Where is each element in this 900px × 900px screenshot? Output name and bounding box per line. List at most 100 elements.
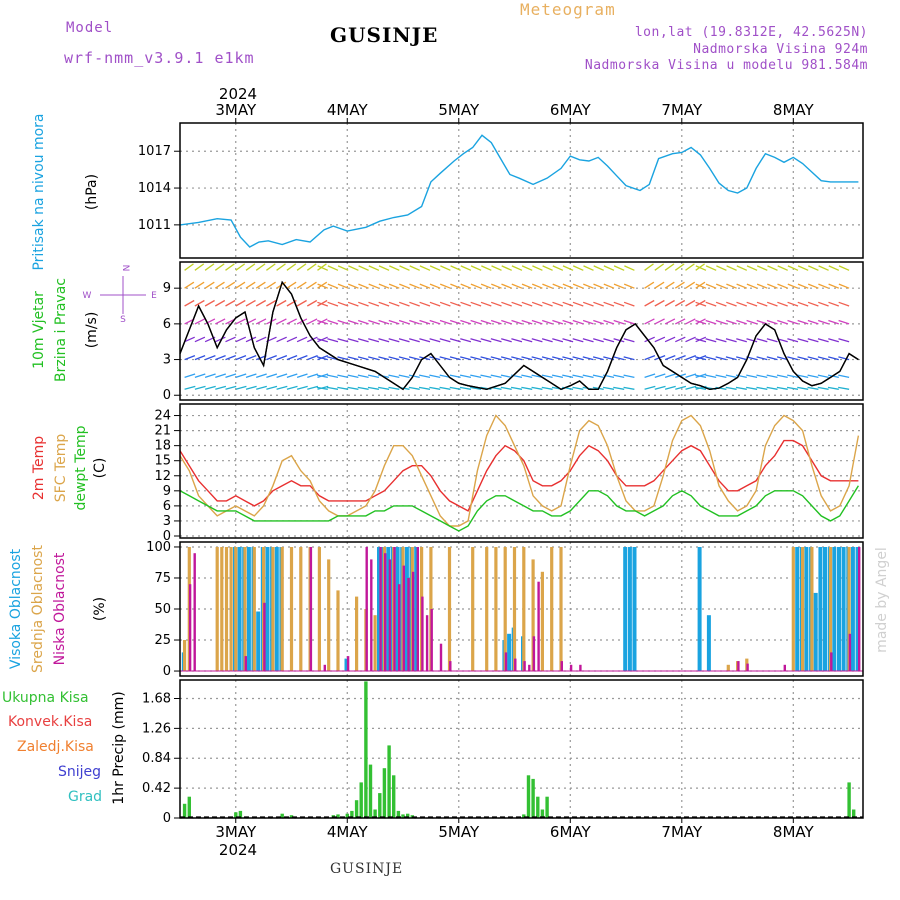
- wind-arrow: [521, 338, 533, 343]
- compass-north-label: N: [120, 265, 130, 272]
- wind-arrow: [572, 301, 584, 307]
- wind-arrow: [501, 319, 512, 325]
- wind-arrow: [695, 356, 707, 361]
- wind-arrow: [838, 301, 850, 307]
- wind-arrow: [736, 338, 747, 343]
- wind-arrow: [685, 354, 697, 361]
- wind-arrow: [358, 301, 369, 307]
- wind-arrow: [654, 385, 666, 390]
- bar: [494, 547, 498, 672]
- wind-arrow: [286, 318, 297, 325]
- wind-arrow: [347, 338, 359, 343]
- wind-arrow: [480, 338, 492, 343]
- bar: [274, 547, 279, 672]
- wind-arrow: [808, 265, 819, 271]
- ytick-label: 75: [154, 571, 171, 586]
- bar: [243, 547, 247, 672]
- bar: [378, 793, 382, 818]
- wind-arrow: [419, 265, 431, 271]
- wind-arrow: [501, 265, 512, 271]
- wind-arrow: [572, 338, 584, 343]
- wind-arrow: [204, 373, 216, 379]
- wind-arrow: [337, 386, 349, 390]
- wind-arrow: [225, 281, 236, 289]
- wind-arrow: [551, 374, 564, 379]
- wind-arrow: [675, 373, 687, 379]
- bar: [398, 584, 401, 672]
- wind-arrow: [562, 265, 574, 271]
- wind-arrow: [317, 281, 328, 289]
- year-bottom: 2024: [219, 841, 257, 859]
- bar: [503, 547, 507, 672]
- wind-arrow: [439, 338, 451, 343]
- wind-arrow: [593, 338, 604, 343]
- wind-arrow: [357, 319, 369, 325]
- bar: [522, 814, 526, 818]
- wind-arrow: [296, 385, 308, 390]
- wind-arrow: [184, 263, 194, 271]
- wind-arrow: [735, 386, 747, 390]
- wind-arrow: [746, 386, 758, 390]
- wind-arrow: [418, 386, 431, 390]
- temp-unit: (C): [92, 458, 108, 479]
- svg-text:1hr Precip (mm): 1hr Precip (mm): [111, 691, 127, 804]
- svg-text:SFC Temp: SFC Temp: [53, 434, 69, 503]
- wind-arrow: [715, 374, 727, 379]
- wind-arrow: [337, 319, 349, 325]
- bar: [559, 547, 563, 672]
- cloud-cover-plot: 0 25 50 75 100: [146, 540, 864, 679]
- wind-arrow: [572, 386, 584, 390]
- wind-arrow: [480, 319, 492, 325]
- bar: [746, 663, 749, 671]
- wind-arrow: [286, 354, 298, 361]
- compass-east-label: E: [151, 291, 157, 301]
- wind-arrow: [797, 374, 809, 379]
- panel-frame: [179, 261, 864, 401]
- wind-arrow: [480, 356, 492, 361]
- bar: [393, 547, 396, 672]
- wind-arrow: [756, 265, 768, 271]
- wind-arrow: [797, 283, 809, 289]
- wind-arrow: [746, 283, 758, 289]
- bar: [540, 809, 545, 818]
- wind-arrow: [726, 301, 737, 307]
- wind-arrow: [705, 374, 717, 379]
- svg-text:(%): (%): [92, 597, 108, 621]
- wind-arrow: [664, 299, 675, 307]
- wind-arrow: [225, 336, 236, 343]
- wind-arrow: [429, 319, 441, 325]
- wind-arrow: [552, 283, 564, 289]
- ytick-label: 1.26: [142, 721, 171, 736]
- ytick-label: 9: [163, 281, 171, 296]
- svg-text:Brzina i Pravac: Brzina i Pravac: [53, 278, 69, 382]
- bar: [244, 656, 247, 671]
- wind-arrow: [194, 263, 205, 271]
- wind-arrow: [675, 385, 687, 390]
- wind-arrow: [347, 374, 359, 379]
- wind-arrow: [685, 318, 696, 325]
- wind-arrow: [215, 354, 226, 361]
- wind-arrow: [235, 354, 247, 361]
- ytick-label: 1011: [138, 218, 171, 233]
- wind-arrow: [828, 301, 840, 307]
- wind-arrow: [184, 373, 196, 379]
- wind-arrow: [286, 336, 298, 343]
- wind-arrow: [541, 386, 553, 390]
- bar: [309, 547, 313, 672]
- wind-arrow: [746, 301, 758, 307]
- bar: [832, 547, 837, 672]
- bar: [532, 636, 536, 671]
- wind-arrow: [255, 373, 267, 379]
- wind-arrow: [807, 301, 819, 307]
- day-label-bottom: 3MAY: [215, 823, 257, 841]
- wind-arrow: [531, 319, 543, 325]
- day-label-bottom: 6MAY: [550, 823, 592, 841]
- wind-arrow: [828, 338, 839, 343]
- wind-arrow: [399, 265, 410, 271]
- wind-arrow: [613, 319, 625, 325]
- ytick-label: 1014: [138, 181, 171, 196]
- wind-arrow: [337, 374, 349, 379]
- wind-arrow: [787, 265, 799, 271]
- wind-arrow: [674, 281, 685, 289]
- wind-arrow: [562, 301, 574, 307]
